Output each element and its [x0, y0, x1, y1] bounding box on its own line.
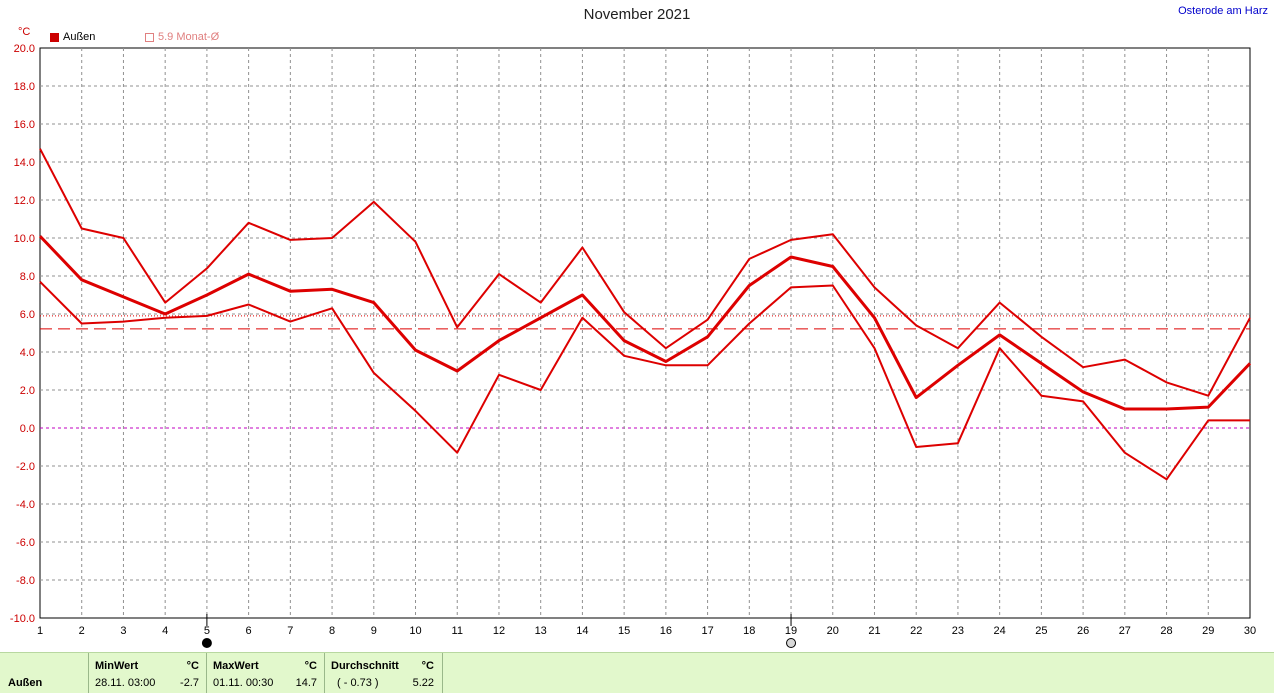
statistics-footer: Außen MinWert °C 28.11. 03:00 -2.7 MaxWe…: [0, 652, 1274, 693]
footer-max-column: MaxWert °C 01.11. 00:30 14.7: [206, 653, 325, 693]
max-value: 14.7: [295, 677, 317, 689]
y-tick-label: 18.0: [14, 81, 35, 93]
x-tick-label: 7: [287, 625, 293, 637]
x-tick-label: 13: [535, 625, 547, 637]
x-tick-label: 24: [994, 625, 1006, 637]
y-tick-label: 0.0: [20, 423, 35, 435]
y-tick-label: -2.0: [16, 461, 35, 473]
avg-value: 5.22: [412, 677, 434, 689]
x-tick-label: 20: [827, 625, 839, 637]
legend-series-label: Außen: [63, 31, 96, 43]
y-tick-label: 6.0: [20, 309, 35, 321]
series-line-max: [39, 148, 1251, 397]
x-tick-label: 8: [329, 625, 335, 637]
x-tick-label: 11: [452, 625, 463, 637]
y-tick-label: 12.0: [14, 195, 35, 207]
x-tick-label: 14: [576, 625, 588, 637]
chart-title: November 2021: [583, 6, 691, 23]
footer-row-label: Außen: [8, 677, 43, 689]
legend-series: Außen: [50, 31, 95, 43]
x-tick-label: 29: [1202, 625, 1214, 637]
footer-min-column: MinWert °C 28.11. 03:00 -2.7: [88, 653, 207, 693]
legend-swatch-filled: [50, 32, 59, 42]
y-tick-label: -4.0: [16, 499, 35, 511]
temperature-chart: 20.0 18.0 16.0 14.0 12.0 10.0 8.0 6.0 4.0 2.0 0.0 -…: [10, 43, 1256, 648]
x-tick-label: 17: [701, 625, 713, 637]
legend-swatch-empty: [145, 32, 154, 42]
x-tick-label: 9: [371, 625, 377, 637]
avg-header: Durchschnitt: [331, 660, 399, 672]
y-tick-label: -8.0: [16, 575, 35, 587]
avg-deviation: ( - 0.73 ): [337, 677, 379, 689]
x-tick-label: 4: [162, 625, 168, 637]
y-tick-label: -6.0: [16, 537, 35, 549]
y-axis-unit: °C: [18, 26, 31, 38]
full-moon-icon: [786, 638, 797, 648]
x-tick-label: 2: [79, 625, 85, 637]
y-tick-label: 4.0: [20, 347, 35, 359]
x-tick-label: 19: [785, 625, 797, 637]
y-tick-label: 10.0: [14, 233, 35, 245]
x-tick-label: 15: [618, 625, 630, 637]
y-tick-label: 14.0: [14, 157, 35, 169]
max-unit: °C: [304, 660, 317, 672]
footer-avg-column: Durchschnitt °C ( - 0.73 ) 5.22: [324, 653, 443, 693]
min-value: -2.7: [180, 677, 199, 689]
x-tick-label: 5: [204, 625, 210, 637]
series-line-avg: [38, 235, 1252, 411]
x-tick-label: 23: [952, 625, 964, 637]
y-tick-label: 2.0: [20, 385, 35, 397]
x-tick-label: 21: [868, 625, 880, 637]
series-line-min: [39, 280, 1250, 481]
x-tick-label: 16: [660, 625, 672, 637]
min-unit: °C: [186, 660, 199, 672]
y-tick-label: -10.0: [10, 613, 35, 625]
x-tick-label: 27: [1119, 625, 1131, 637]
x-tick-label: 18: [743, 625, 755, 637]
max-header: MaxWert: [213, 660, 259, 672]
plot-area: [39, 47, 1251, 619]
x-tick-label: 6: [246, 625, 252, 637]
x-tick-label: 1: [37, 625, 43, 637]
x-tick-label: 25: [1035, 625, 1047, 637]
min-datetime: 28.11. 03:00: [95, 677, 156, 689]
x-tick-label: 28: [1160, 625, 1172, 637]
x-tick-label: 12: [493, 625, 505, 637]
x-tick-label: 3: [120, 625, 126, 637]
y-tick-label: 20.0: [14, 43, 35, 55]
new-moon-icon: [201, 638, 212, 648]
legend-monthly-avg-label: 5.9 Monat-Ø: [158, 31, 220, 43]
y-tick-label: 16.0: [14, 119, 35, 131]
y-tick-label: 8.0: [20, 271, 35, 283]
x-tick-label: 26: [1077, 625, 1089, 637]
x-tick-label: 22: [910, 625, 922, 637]
min-header: MinWert: [95, 660, 139, 672]
legend-monthly-avg: 5.9 Monat-Ø: [145, 31, 219, 43]
avg-unit: °C: [421, 660, 434, 672]
max-datetime: 01.11. 00:30: [213, 677, 274, 689]
x-tick-label: 10: [409, 625, 421, 637]
location-label: Osterode am Harz: [1178, 5, 1268, 17]
x-tick-label: 30: [1244, 625, 1256, 637]
